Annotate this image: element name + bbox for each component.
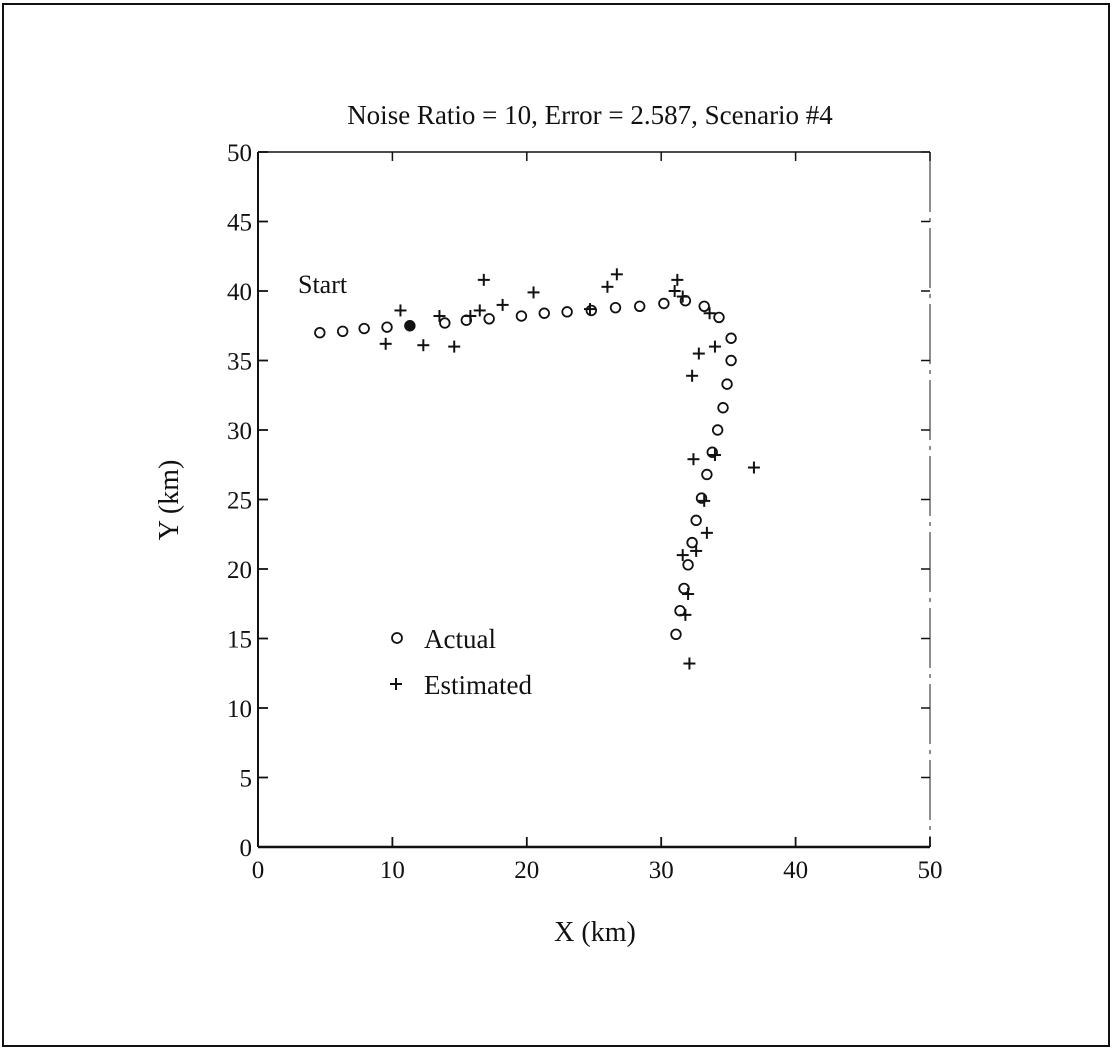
estimated-point (448, 340, 461, 353)
y-tick-label: 30 (227, 418, 252, 445)
estimated-point (610, 268, 623, 281)
estimated-point (686, 369, 699, 382)
estimated-point (682, 588, 695, 601)
estimated-point (477, 273, 490, 286)
estimated-point (379, 337, 392, 350)
actual-point (633, 300, 646, 312)
y-tick-label: 50 (227, 140, 252, 167)
legend-actual-marker (391, 632, 403, 644)
y-tick-label: 40 (227, 279, 252, 306)
estimated-point (583, 303, 596, 316)
estimated-point (417, 339, 430, 352)
estimated-point (747, 461, 760, 474)
data-marks (314, 268, 760, 670)
start-annotation: Start (298, 270, 348, 299)
x-axis-label: X (km) (554, 917, 636, 948)
start-marker (404, 320, 416, 332)
x-tick-label: 30 (649, 857, 674, 884)
x-tick-label: 50 (918, 857, 943, 884)
y-tick-label: 10 (227, 696, 252, 723)
estimated-point (394, 304, 407, 317)
estimated-point (496, 298, 509, 311)
y-tick-label: 20 (227, 557, 252, 584)
estimated-point (700, 526, 713, 539)
x-tick-label: 40 (783, 857, 808, 884)
estimated-point (698, 494, 711, 507)
estimated-point (690, 544, 703, 557)
estimated-point (683, 657, 696, 670)
x-tick-label: 20 (514, 857, 539, 884)
actual-point (695, 492, 708, 504)
x-tick-label: 0 (252, 857, 265, 884)
legend: Actual Estimated (390, 624, 532, 700)
y-tick-label: 15 (227, 627, 252, 654)
legend-estimated-marker (390, 678, 402, 690)
y-tick-label: 5 (240, 766, 253, 793)
actual-point (658, 297, 670, 310)
actual-point (706, 446, 718, 458)
chart-title: Noise Ratio = 10, Error = 2.587, Scenari… (347, 100, 833, 130)
estimated-point (708, 340, 721, 353)
estimated-point (703, 307, 716, 320)
estimated-point (692, 347, 705, 360)
estimated-point (668, 285, 681, 297)
actual-point (717, 402, 729, 414)
estimated-point (527, 286, 540, 299)
actual-point (585, 304, 598, 317)
actual-point (314, 327, 326, 339)
estimated-point (676, 290, 689, 303)
actual-point (609, 301, 622, 314)
estimated-point (671, 273, 684, 286)
actual-point (670, 628, 682, 641)
actual-point (701, 468, 713, 481)
estimated-point (687, 453, 700, 466)
actual-point (690, 514, 702, 527)
actual-point (713, 311, 725, 324)
x-tick-label: 10 (380, 857, 405, 884)
actual-point (686, 536, 698, 549)
actual-point (483, 313, 495, 325)
actual-point (725, 332, 737, 344)
estimated-point (464, 310, 477, 323)
y-axis-label: Y (km) (154, 460, 185, 541)
y-tick-label: 0 (240, 835, 253, 862)
actual-point (381, 321, 393, 333)
actual-point (336, 325, 349, 338)
y-tick-label: 45 (227, 210, 252, 237)
estimated-point (473, 304, 486, 317)
actual-point (358, 322, 370, 335)
y-tick-label: 35 (227, 349, 252, 376)
estimated-point (676, 549, 689, 562)
estimated-point (708, 449, 721, 462)
legend-actual-label: Actual (424, 624, 496, 654)
plot-area (257, 151, 931, 849)
actual-point (698, 300, 710, 312)
y-tick-label: 25 (227, 488, 252, 515)
actual-point (515, 310, 528, 322)
y-ticks: 0 5 10 15 20 25 30 35 40 45 50 (227, 140, 930, 862)
actual-point (439, 317, 451, 329)
legend-estimated-label: Estimated (424, 670, 532, 700)
actual-point (711, 424, 724, 436)
actual-point (682, 559, 694, 571)
estimated-point (679, 608, 692, 621)
actual-point (721, 378, 733, 390)
actual-point (561, 306, 573, 318)
estimated-point (601, 280, 614, 293)
actual-point (725, 354, 737, 367)
figure-frame (2, 3, 1110, 1047)
actual-point (538, 307, 550, 319)
x-ticks: 0 10 20 30 40 50 (252, 152, 943, 884)
estimated-point (433, 310, 446, 323)
